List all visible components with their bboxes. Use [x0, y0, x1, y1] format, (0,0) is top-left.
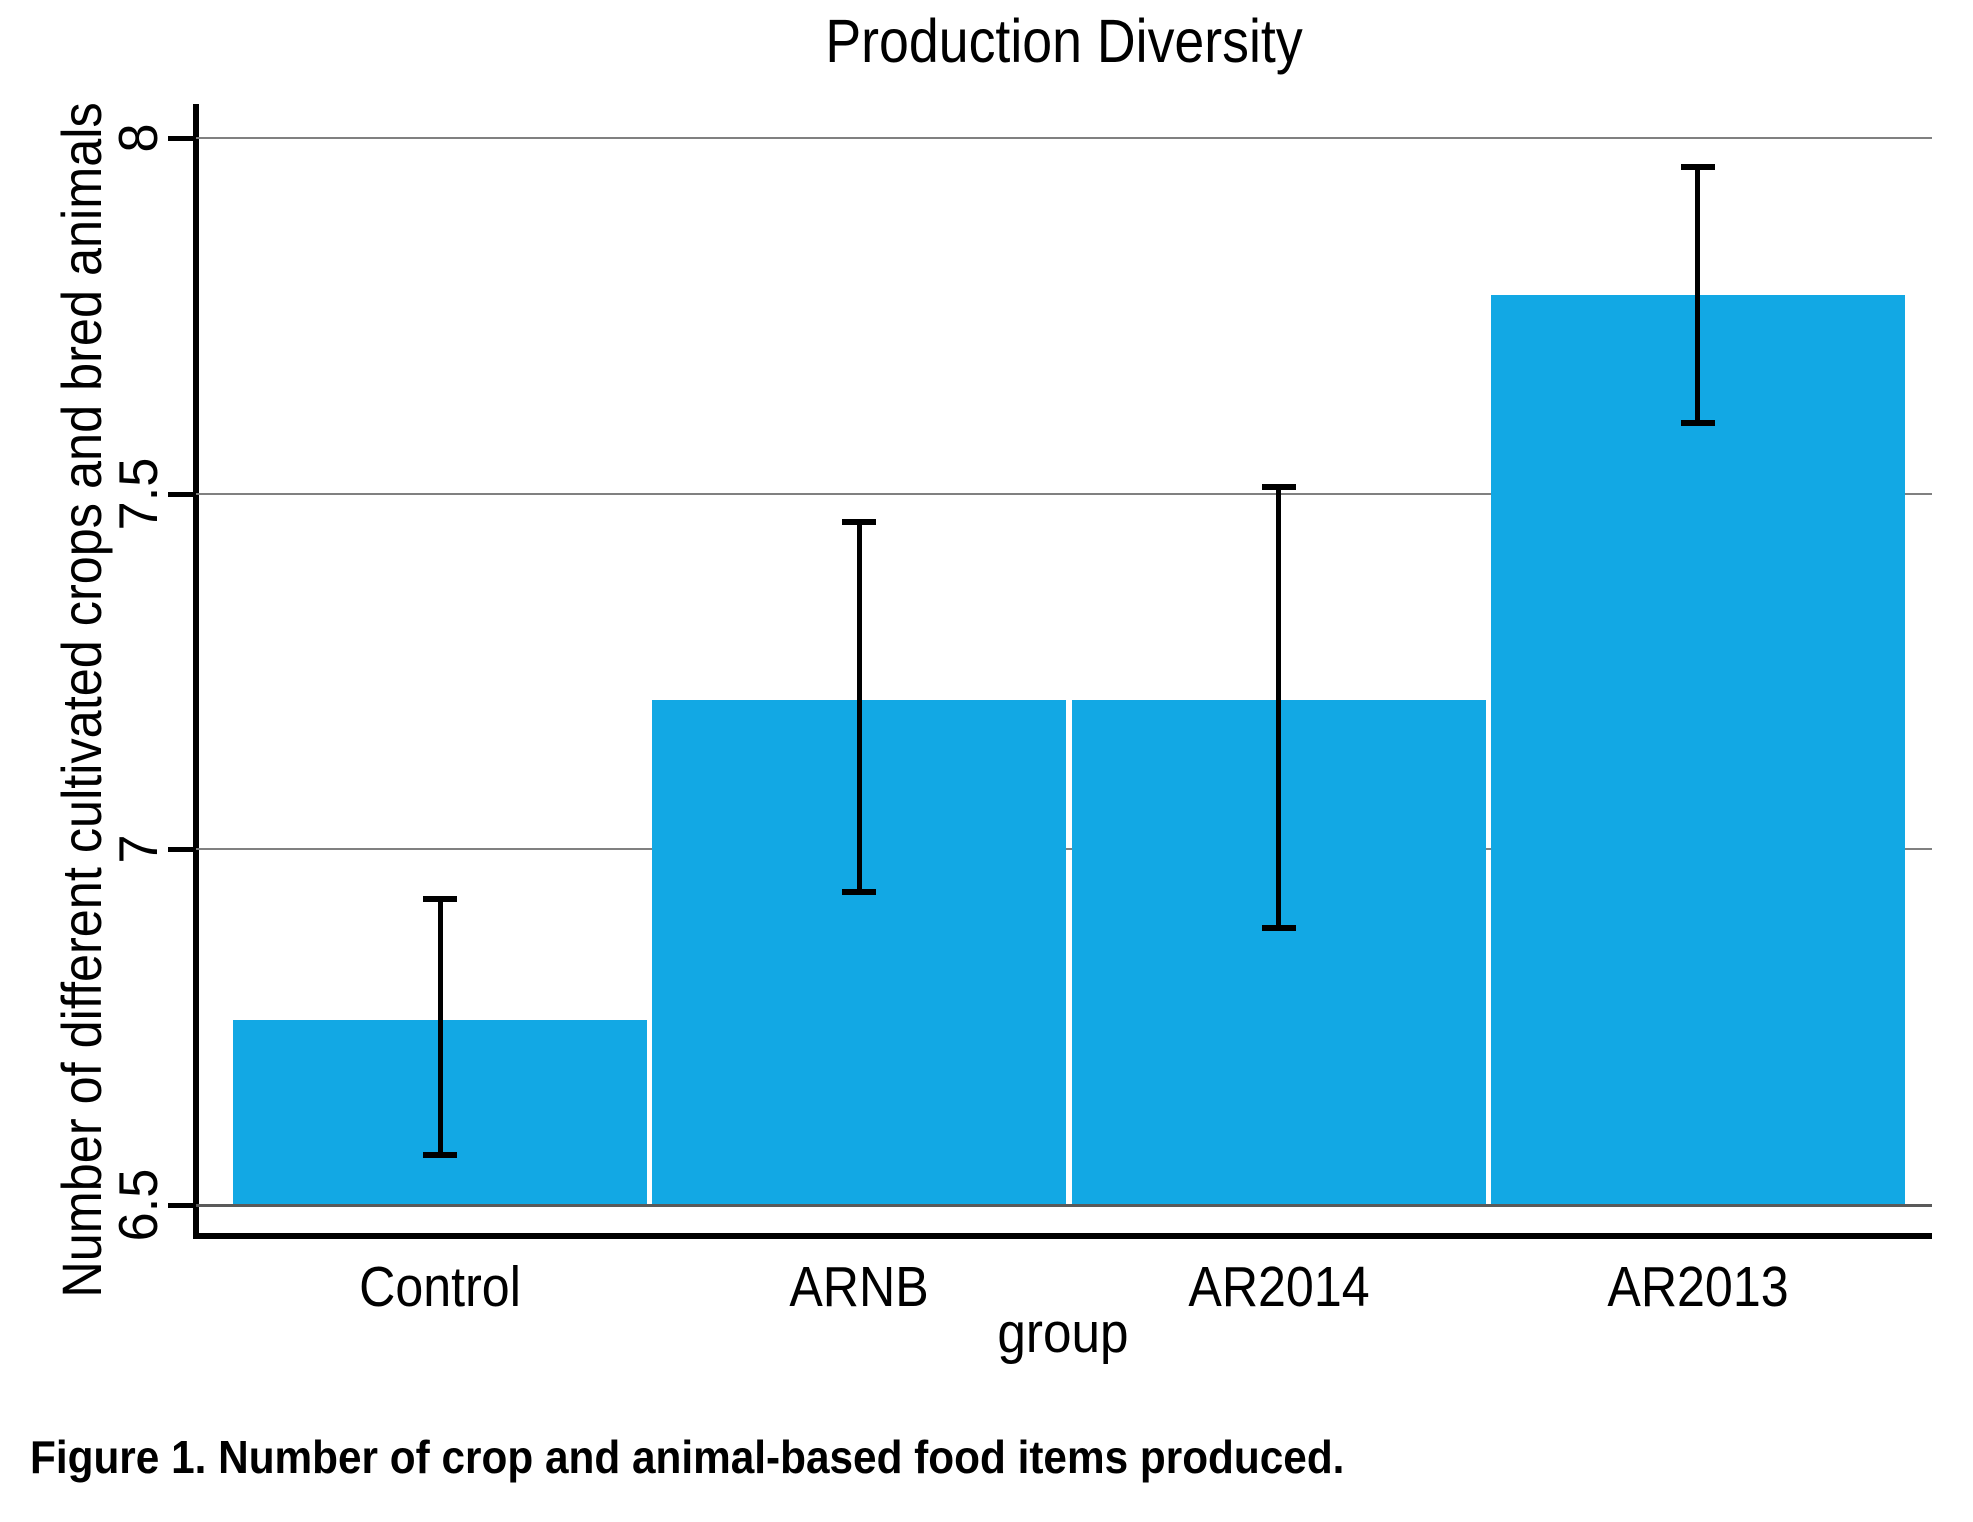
- chart-title: Production Diversity: [825, 7, 1303, 75]
- x-tick-label: AR2013: [1607, 1255, 1789, 1319]
- error-bar-cap-top: [1680, 163, 1715, 170]
- error-bar-line: [1695, 166, 1701, 423]
- error-bar-cap-top: [1261, 483, 1296, 490]
- x-axis-label: group: [997, 1301, 1129, 1365]
- error-bar-cap-top: [423, 896, 457, 903]
- error-bar-cap-bottom: [1680, 419, 1715, 426]
- y-tick-label: 7.5: [107, 457, 169, 531]
- error-bar-line: [856, 522, 862, 893]
- gridline-baseline: [196, 1204, 1932, 1207]
- y-axis-tick: [168, 1203, 196, 1208]
- error-bar-line: [437, 899, 443, 1156]
- figure-caption: Figure 1. Number of crop and animal-base…: [30, 1431, 1345, 1483]
- y-axis-tick: [168, 847, 196, 853]
- x-tick-label: AR2014: [1187, 1255, 1370, 1319]
- bar: [1490, 294, 1905, 1204]
- error-bar-cap-bottom: [423, 1152, 457, 1159]
- y-axis-spine: [193, 104, 199, 1239]
- gridline: [196, 137, 1932, 140]
- error-bar-cap-bottom: [1261, 924, 1296, 931]
- y-axis-tick: [168, 491, 196, 497]
- error-bar-cap-bottom: [842, 889, 877, 896]
- x-axis-spine: [193, 1233, 1932, 1239]
- error-bar-cap-top: [842, 519, 877, 526]
- y-axis-tick: [168, 136, 196, 142]
- x-tick-label: Control: [359, 1255, 521, 1319]
- y-tick-label: 6.5: [107, 1168, 169, 1242]
- y-tick-label: 8: [107, 123, 169, 153]
- error-bar-line: [1276, 486, 1282, 928]
- y-axis-label: Number of different cultivated crops and…: [50, 102, 113, 1298]
- x-tick-label: ARNB: [789, 1255, 929, 1319]
- gridline: [196, 492, 1932, 495]
- y-tick-label: 7: [107, 834, 169, 864]
